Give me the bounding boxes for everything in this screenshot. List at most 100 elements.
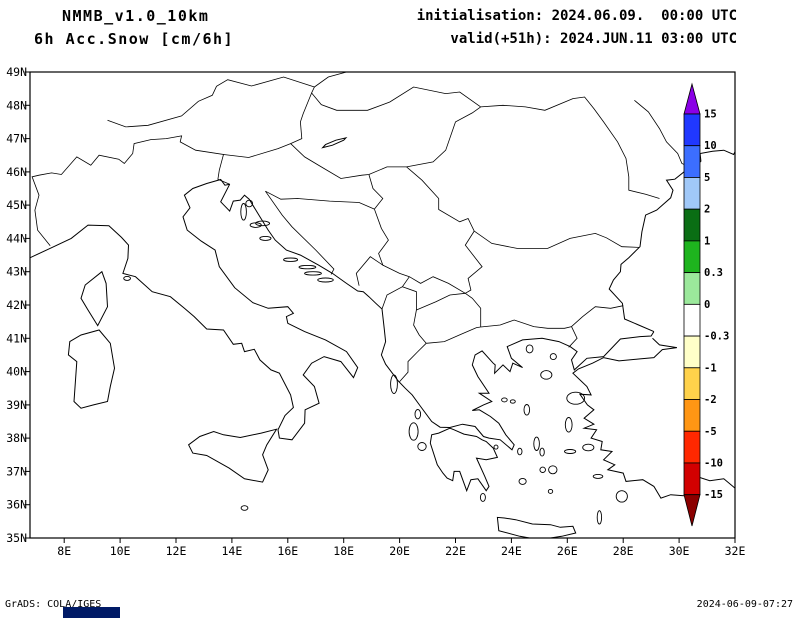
island [240,505,249,511]
colorbar-level-label: 5 [704,172,710,184]
colorbar-segment [683,462,701,496]
colorbar-level-label: -2 [704,394,717,406]
coastline-path [187,428,278,483]
island [493,444,499,450]
country-border-path [465,292,482,327]
colorbar-segment [683,303,701,337]
field-name: 6h Acc.Snow [cm/6h] [34,30,235,48]
island [566,391,586,405]
country-border-path [402,286,417,310]
x-axis-label: 32E [725,544,746,558]
island [540,370,553,380]
island [245,199,254,208]
island [523,404,531,416]
island [414,409,422,420]
colorbar-segment [683,272,701,305]
country-border-path [634,99,692,169]
colorbar-segment [683,430,701,464]
coastline-path [496,516,577,538]
x-axis-label: 26E [557,544,578,558]
island [501,397,508,403]
y-axis-label: 42N [6,298,27,312]
colorbar-segment [683,177,701,210]
country-border-path [399,343,427,382]
x-axis-label: 22E [445,544,466,558]
colorbar-segment [683,335,701,369]
colorbar-segment [683,240,701,274]
x-axis-label: 8E [57,544,71,558]
island [304,271,322,276]
island [123,275,131,281]
island [283,257,299,262]
country-border-path [290,92,312,144]
init-time-line: initialisation: 2024.06.09. 00:00 UTC [416,8,737,24]
colorbar-segment [683,113,701,147]
y-axis-label: 44N [6,231,27,245]
coastline-path [80,270,109,327]
corner-navy-box [63,607,120,618]
country-border-path [107,76,481,128]
colorbar-level-label: -5 [704,426,717,438]
y-axis-label: 41N [6,331,27,345]
coastline-path [608,149,735,333]
country-border-path [265,190,335,275]
country-border-path [473,230,640,249]
coastline-path [321,137,348,149]
coastline-path [429,427,499,493]
colorbar-segment [683,399,701,432]
colorbar-level-label: -0.3 [704,331,729,343]
island [240,203,247,221]
island [255,220,271,227]
country-border-path [480,96,660,199]
island [564,417,573,433]
y-axis-label: 39N [6,398,27,412]
valid-time-line: valid(+51h): 2024.JUN.11 03:00 UTC [450,31,737,47]
y-axis-label: 49N [6,65,27,79]
island [533,436,540,451]
map-features [30,72,735,538]
colorbar-segment [683,367,701,400]
creation-timestamp: 2024-06-09-07:27 [696,599,793,610]
island [518,477,527,485]
y-axis-label: 46N [6,165,27,179]
country-border-path [368,174,384,210]
colorbar-segment [683,145,701,178]
country-border-path [265,190,375,210]
island [592,473,604,479]
x-axis-label: 10E [110,544,131,558]
colorbar-level-label: 2 [704,204,710,216]
colorbar-level-label: -10 [704,458,723,470]
x-axis-label: 16E [277,544,298,558]
coastline-path [220,183,655,451]
island [417,442,427,451]
island [317,277,334,283]
x-axis-label: 12E [166,544,187,558]
island [548,465,558,475]
country-border-path [31,135,230,247]
island [390,374,398,394]
island [582,443,595,452]
country-border-path [416,292,466,311]
colorbar-level-label: 15 [704,109,717,121]
island [525,344,534,354]
x-axis-label: 14E [222,544,243,558]
y-axis-label: 36N [6,498,27,512]
colorbar-level-label: 10 [704,140,717,152]
colorbar: 15 10 5 2 1 0.3 0 -0.3 -1 -2 -5 -10 -15 [683,82,729,527]
y-axis-label: 48N [6,98,27,112]
country-border-path [413,309,427,344]
island [539,447,545,457]
x-axis-label: 30E [669,544,690,558]
y-axis-label: 38N [6,431,27,445]
country-border-path [568,326,578,348]
colorbar-arrow-up [683,82,701,115]
y-axis-label: 37N [6,464,27,478]
island [547,488,554,494]
island [615,490,628,503]
colorbar-level-label: -1 [704,362,717,374]
island [564,449,577,454]
x-axis-label: 18E [333,544,354,558]
island [596,510,603,525]
